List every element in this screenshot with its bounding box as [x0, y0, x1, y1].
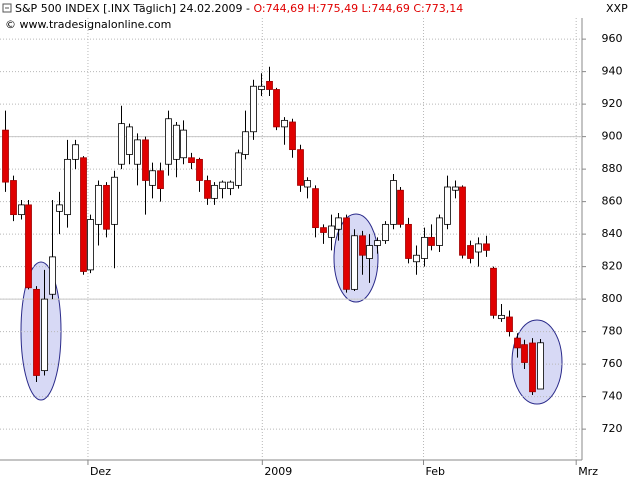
candle-body: [103, 184, 110, 230]
candle-body: [149, 170, 156, 186]
candle-body: [382, 223, 389, 242]
candle-body: [452, 186, 459, 191]
candle-body: [142, 139, 149, 181]
candle-body: [87, 219, 94, 271]
x-tick-label: Feb: [426, 465, 445, 478]
candle-body: [328, 225, 335, 238]
candle-body: [242, 131, 249, 155]
candle-body: [405, 223, 412, 259]
candle-body: [281, 119, 288, 128]
candle-body: [204, 180, 211, 199]
x-tick-label: Dez: [90, 465, 111, 478]
candle-body: [18, 204, 25, 216]
candle-body: [188, 157, 195, 164]
y-tick-label: 900: [602, 130, 623, 143]
candle-body: [258, 85, 265, 90]
candle-body: [157, 170, 164, 190]
y-tick-label: 880: [602, 162, 623, 175]
y-tick-label: 800: [602, 292, 623, 305]
y-tick-label: 960: [602, 32, 623, 45]
candle-body: [25, 204, 32, 289]
candle-body: [351, 235, 358, 290]
candle-body: [273, 89, 280, 128]
candle-body: [250, 85, 257, 133]
candle-body: [459, 186, 466, 256]
candle-body: [374, 240, 381, 246]
candle-body: [196, 158, 203, 181]
x-tick-label: 2009: [264, 465, 292, 478]
candle-body: [359, 235, 366, 256]
y-tick-label: 920: [602, 97, 623, 110]
candle-body: [428, 236, 435, 246]
candle-body: [165, 118, 172, 165]
quote-text: O:744,69 H:775,49 L:744,69 C:773,14: [253, 2, 463, 15]
candle-body: [390, 180, 397, 225]
candle-body: [537, 342, 544, 390]
candle-body: [366, 245, 373, 259]
candle-body: [49, 256, 56, 295]
candle-body: [56, 204, 63, 212]
y-tick-label: 860: [602, 195, 623, 208]
y-tick-label: 740: [602, 390, 623, 403]
candle-body: [72, 144, 79, 160]
y-tick-label: 720: [602, 422, 623, 435]
candle-body: [227, 181, 234, 190]
y-tick-label: 760: [602, 357, 623, 370]
candle-body: [436, 217, 443, 246]
highlight-ellipse: [20, 261, 62, 401]
candle-body: [126, 126, 133, 155]
candle-body: [444, 186, 451, 225]
highlight-ellipse: [511, 319, 563, 405]
candle-body: [397, 189, 404, 225]
candle-body: [134, 139, 141, 165]
candle-body: [266, 80, 273, 90]
candle-body: [41, 298, 48, 372]
candle-body: [289, 121, 296, 151]
candle-body: [304, 180, 311, 188]
candle-body: [514, 337, 521, 349]
candle-body: [312, 188, 319, 229]
y-axis-label: XXP: [606, 2, 628, 15]
x-tick-label: Mrz: [578, 465, 598, 478]
candle-body: [498, 314, 505, 320]
candle-body: [180, 129, 187, 159]
candle-body: [173, 124, 180, 160]
candle-body: [343, 217, 350, 290]
candle-body: [297, 149, 304, 186]
candle-body: [320, 227, 327, 233]
y-tick-label: 820: [602, 260, 623, 273]
candle-body: [118, 123, 125, 165]
candle-body: [529, 342, 536, 393]
candle-body: [483, 243, 490, 251]
candle-body: [421, 236, 428, 259]
candle-body: [335, 217, 342, 230]
candle-body: [33, 288, 40, 376]
candle-body: [2, 129, 9, 183]
candle-body: [475, 243, 482, 253]
candle-body: [413, 254, 420, 263]
plot-area: 720 740 760 780 800 820 840 860 880 900 920 940 960 D…: [0, 18, 623, 478]
candle-body: [80, 157, 87, 272]
candle-body: [95, 184, 102, 225]
candle-body: [219, 181, 226, 190]
candle-body: [490, 267, 497, 316]
title-text: S&P 500 INDEX [.INX Täglich] 24.02.2009 …: [15, 2, 253, 15]
candle-body: [10, 180, 17, 216]
candle-body: [64, 158, 71, 216]
candle-body: [521, 344, 528, 363]
y-tick-label: 840: [602, 227, 623, 240]
candle-body: [235, 152, 242, 186]
candle-body: [211, 184, 218, 199]
chart-title: S&P 500 INDEX [.INX Täglich] 24.02.2009 …: [15, 2, 463, 15]
candle-body: [111, 176, 118, 225]
y-tick-label: 780: [602, 325, 623, 338]
candle-body: [467, 245, 474, 259]
candle-body: [506, 316, 513, 333]
y-tick-label: 940: [602, 65, 623, 78]
